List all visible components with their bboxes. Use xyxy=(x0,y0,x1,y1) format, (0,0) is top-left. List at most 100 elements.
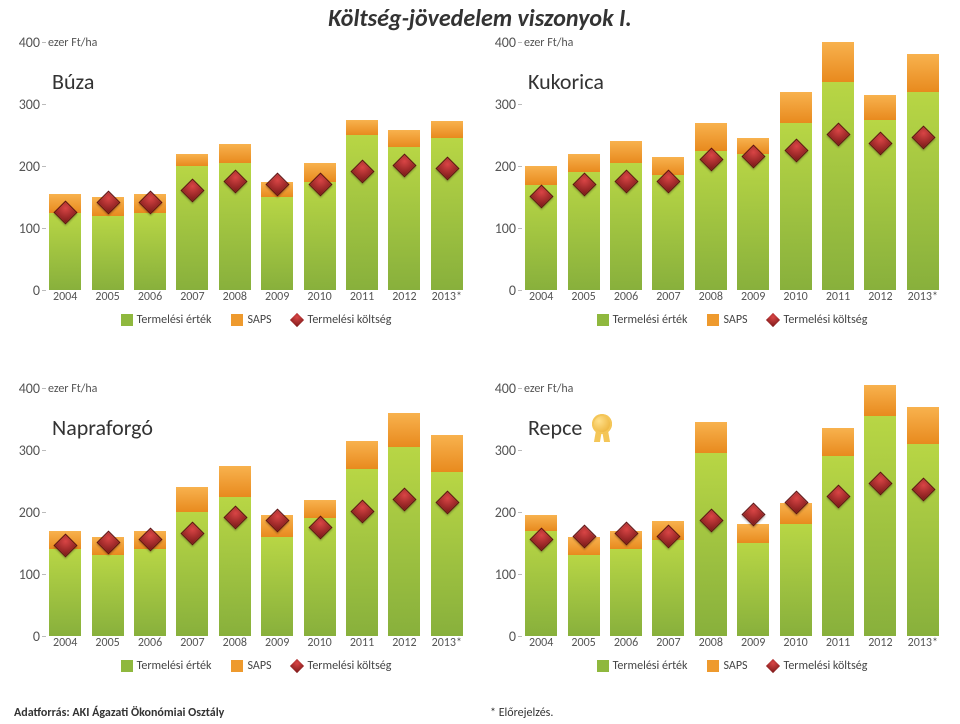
x-label: 2007 xyxy=(648,290,688,304)
bar-segment-saps xyxy=(610,141,642,163)
legend: Termelési értékSAPSTermelési költség xyxy=(44,656,468,676)
x-label: 2006 xyxy=(130,290,170,304)
plot-area xyxy=(520,42,944,290)
bar xyxy=(780,503,812,636)
bar-segment-ertek xyxy=(388,447,420,636)
square-icon xyxy=(121,660,133,672)
legend-label-ertek: Termelési érték xyxy=(613,313,688,327)
bar-segment-saps xyxy=(176,154,208,166)
ytick-label: 300 xyxy=(16,442,40,459)
ytick-label: 400 xyxy=(492,34,516,51)
x-label: 2008 xyxy=(691,290,731,304)
x-label: 2005 xyxy=(88,636,128,650)
x-label: 2013* xyxy=(903,636,943,650)
bar xyxy=(176,154,208,290)
legend: Termelési érték SAPS Termelési költség xyxy=(520,310,944,330)
ytick-label: 200 xyxy=(492,504,516,521)
bar-segment-ertek xyxy=(864,416,896,636)
bar xyxy=(864,385,896,636)
ytick-label: 100 xyxy=(16,566,40,583)
bar-segment-ertek xyxy=(780,524,812,636)
x-label: 2012 xyxy=(860,636,900,650)
bar-segment-saps xyxy=(864,95,896,120)
bar-segment-ertek xyxy=(134,213,166,291)
ytick-label: 200 xyxy=(492,158,516,175)
x-label: 2007 xyxy=(648,636,688,650)
diamond-icon xyxy=(765,659,779,673)
legend-item-koltseg: Termelési költség xyxy=(768,659,868,673)
chart-buza: 0100200300400ezer Ft/haBúza2004200520062… xyxy=(14,24,474,344)
bar-segment-ertek xyxy=(346,469,378,636)
x-axis-labels: 2004200520062007200820092010201120122013… xyxy=(44,290,468,306)
bar-segment-saps xyxy=(431,121,463,138)
square-icon xyxy=(597,660,609,672)
ytick-label: 400 xyxy=(492,380,516,397)
legend-item-koltseg: Termelési költség xyxy=(768,313,868,327)
x-label: 2004 xyxy=(45,636,85,650)
legend-item-ertek: Termelési érték xyxy=(597,659,688,673)
x-label: 2010 xyxy=(776,636,816,650)
diamond-icon xyxy=(289,659,303,673)
x-label: 2010 xyxy=(300,290,340,304)
x-label: 2004 xyxy=(521,290,561,304)
x-label: 2011 xyxy=(342,636,382,650)
bar-segment-ertek xyxy=(652,540,684,636)
ytick-label: 200 xyxy=(16,158,40,175)
x-label: 2011 xyxy=(342,290,382,304)
legend-label-ertek: Termelési érték xyxy=(137,659,212,673)
bar xyxy=(176,487,208,636)
square-icon xyxy=(707,314,719,326)
legend-label-ertek: Termelési érték xyxy=(137,313,212,327)
x-label: 2009 xyxy=(733,290,773,304)
bar xyxy=(907,407,939,636)
x-label: 2008 xyxy=(215,636,255,650)
diamond-icon xyxy=(765,313,779,327)
x-label: 2007 xyxy=(172,636,212,650)
legend: Termelési értékSAPSTermelési költség xyxy=(520,656,944,676)
bar-segment-ertek xyxy=(695,453,727,636)
bar xyxy=(219,466,251,637)
bar xyxy=(219,144,251,290)
bar xyxy=(822,428,854,636)
bar-segment-ertek xyxy=(737,543,769,636)
legend-label-saps: SAPS xyxy=(723,313,747,327)
ytick-label: 300 xyxy=(492,442,516,459)
plot-area xyxy=(44,42,468,290)
ytick-label: 0 xyxy=(16,628,40,645)
bar xyxy=(346,441,378,636)
bar-segment-ertek xyxy=(907,92,939,290)
bar-segment-saps xyxy=(568,154,600,173)
square-icon xyxy=(707,660,719,672)
bar-segment-saps xyxy=(176,487,208,512)
bar-segment-ertek xyxy=(92,555,124,636)
ytick-label: 100 xyxy=(492,220,516,237)
square-icon xyxy=(121,314,133,326)
ytick-label: 100 xyxy=(16,220,40,237)
ytick-label: 0 xyxy=(492,282,516,299)
bar-segment-ertek xyxy=(568,555,600,636)
bar-segment-ertek xyxy=(261,537,293,636)
plot-area xyxy=(44,388,468,636)
legend-label-saps: SAPS xyxy=(247,313,271,327)
bar xyxy=(822,42,854,290)
x-label: 2011 xyxy=(818,636,858,650)
bar-segment-saps xyxy=(864,385,896,416)
bar xyxy=(388,413,420,636)
square-icon xyxy=(231,314,243,326)
x-label: 2010 xyxy=(776,290,816,304)
ytick-label: 400 xyxy=(16,34,40,51)
ytick-label: 0 xyxy=(492,628,516,645)
bar-segment-saps xyxy=(388,413,420,447)
x-label: 2012 xyxy=(384,636,424,650)
ytick-label: 100 xyxy=(492,566,516,583)
bar xyxy=(261,515,293,636)
marker-koltseg xyxy=(742,503,766,527)
legend-label-koltseg: Termelési költség xyxy=(784,659,868,673)
bar xyxy=(780,92,812,290)
legend-label-koltseg: Termelési költség xyxy=(784,313,868,327)
bar-segment-saps xyxy=(346,120,378,136)
x-label: 2009 xyxy=(257,290,297,304)
bar-segment-saps xyxy=(431,435,463,472)
bar-segment-saps xyxy=(907,407,939,444)
legend-label-ertek: Termelési érték xyxy=(613,659,688,673)
